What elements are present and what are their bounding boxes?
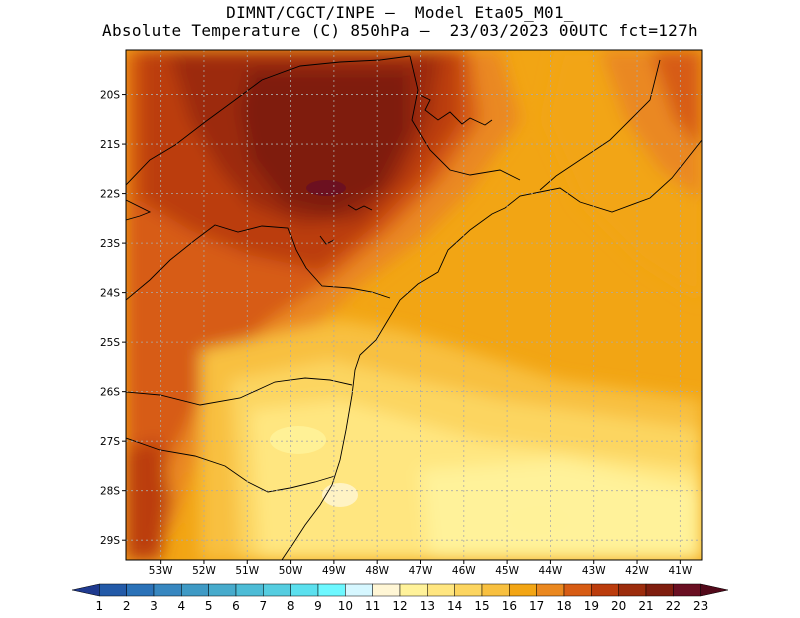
colorbar-label: 5 <box>205 599 213 613</box>
colorbar-swatch <box>372 583 401 597</box>
colorbar-swatch <box>208 583 237 597</box>
state-border-sp-rj <box>409 55 521 181</box>
colorbar-label: 7 <box>260 599 268 613</box>
lon-tick-label: 45W <box>495 565 519 577</box>
colorbar-label: 10 <box>338 599 353 613</box>
lat-tick-label: 28S <box>100 486 120 498</box>
lon-tick-label: 42W <box>625 565 649 577</box>
grid <box>126 50 702 560</box>
lat-tick-label: 26S <box>100 387 120 399</box>
colorbar-label: 20 <box>611 599 626 613</box>
colorbar-swatch <box>427 583 455 597</box>
colorbar-swatch <box>181 583 209 597</box>
boundaries <box>126 55 702 560</box>
colorbar-swatch <box>509 583 537 597</box>
colorbar-label: 1 <box>96 599 104 613</box>
lon-tick-label: 43W <box>582 565 606 577</box>
colorbar-swatch <box>399 583 428 597</box>
lat-tick-label: 20S <box>100 90 120 102</box>
lon-tick-label: 46W <box>452 565 476 577</box>
lon-tick-label: 49W <box>322 565 346 577</box>
temperature-field <box>126 50 702 560</box>
colorbar-label: 17 <box>529 599 544 613</box>
colorbar-swatch <box>618 583 647 597</box>
lat-tick-label: 25S <box>100 337 120 349</box>
title-line-2: Absolute Temperature (C) 850hPa – 23/03/… <box>102 21 698 40</box>
lat-tick-label: 22S <box>100 189 120 201</box>
lat-tick-label: 29S <box>100 535 120 547</box>
colorbar-swatch <box>99 583 127 597</box>
coastline <box>281 139 702 560</box>
colorbar-label: 4 <box>178 599 186 613</box>
title-line-1: DIMNT/CGCT/INPE – Model Eta05_M01_ <box>226 3 574 22</box>
colorbar-label: 9 <box>314 599 322 613</box>
colorbar-swatch <box>563 583 592 597</box>
colorbar-label: 23 <box>693 599 708 613</box>
colorbar-label: 18 <box>556 599 571 613</box>
colorbar-label: 16 <box>502 599 517 613</box>
colorbar-swatch <box>673 583 701 597</box>
colorbar-swatch <box>481 583 510 597</box>
lat-tick-label: 27S <box>100 436 120 448</box>
colorbar-swatch <box>591 583 619 597</box>
chart-title: DIMNT/CGCT/INPE – Model Eta05_M01_ Absol… <box>0 4 800 40</box>
state-border-sc-rs <box>126 437 336 493</box>
colorbar-swatch <box>345 583 373 597</box>
colorbar-swatch <box>235 583 264 597</box>
colorbar-label: 11 <box>365 599 380 613</box>
colorbar: 1 2 3 4 5 6 7 8 9 10 11 12 13 14 15 16 17 18 19 20 21 22 23 <box>71 583 729 613</box>
colorbar-label: 6 <box>232 599 240 613</box>
state-border-ms-sp-pr <box>126 224 391 301</box>
colorbar-label: 8 <box>287 599 295 613</box>
border-paraguay-argentina <box>126 199 152 221</box>
colorbar-label: 21 <box>638 599 653 613</box>
lon-tick-label: 53W <box>149 565 173 577</box>
lagoon-2 <box>347 204 373 211</box>
colorbar-label: 15 <box>474 599 489 613</box>
colorbar-label: 14 <box>447 599 462 613</box>
lat-tick-label: 24S <box>100 288 120 300</box>
lon-tick-label: 48W <box>365 565 389 577</box>
lon-tick-label: 41W <box>668 565 692 577</box>
colorbar-swatch <box>645 583 674 597</box>
colorbar-swatch <box>71 583 100 597</box>
colorbar-swatch <box>536 583 565 597</box>
colorbar-label: 12 <box>392 599 407 613</box>
colorbar-swatch <box>317 583 346 597</box>
colorbar-swatch <box>700 583 729 597</box>
lat-tick-label: 23S <box>100 238 120 250</box>
colorbar-label: 22 <box>666 599 681 613</box>
map-frame <box>125 49 703 561</box>
colorbar-label: 13 <box>420 599 435 613</box>
colorbar-swatch <box>153 583 182 597</box>
lon-tick-label: 50W <box>279 565 303 577</box>
lon-tick-label: 47W <box>409 565 433 577</box>
lagoon-3 <box>319 235 335 245</box>
lagoon <box>419 94 493 126</box>
state-border-pr-sc <box>126 377 353 406</box>
lat-tick-label: 21S <box>100 139 120 151</box>
colorbar-swatch <box>454 583 483 597</box>
colorbar-swatch <box>126 583 155 597</box>
state-border-mg-sp <box>126 55 411 186</box>
colorbar-label: 19 <box>584 599 599 613</box>
colorbar-label: 2 <box>123 599 131 613</box>
colorbar-swatch <box>290 583 319 597</box>
lon-tick-label: 44W <box>539 565 563 577</box>
colorbar-swatch <box>263 583 291 597</box>
state-border-mg-rj-es <box>539 59 661 191</box>
axis-ticks: 53W 52W 51W 50W 49W 48W 47W 46W 45W 44W 43W 42W 41W 2… <box>100 90 693 577</box>
lon-tick-label: 52W <box>192 565 216 577</box>
lon-tick-label: 51W <box>235 565 259 577</box>
colorbar-label: 3 <box>150 599 158 613</box>
